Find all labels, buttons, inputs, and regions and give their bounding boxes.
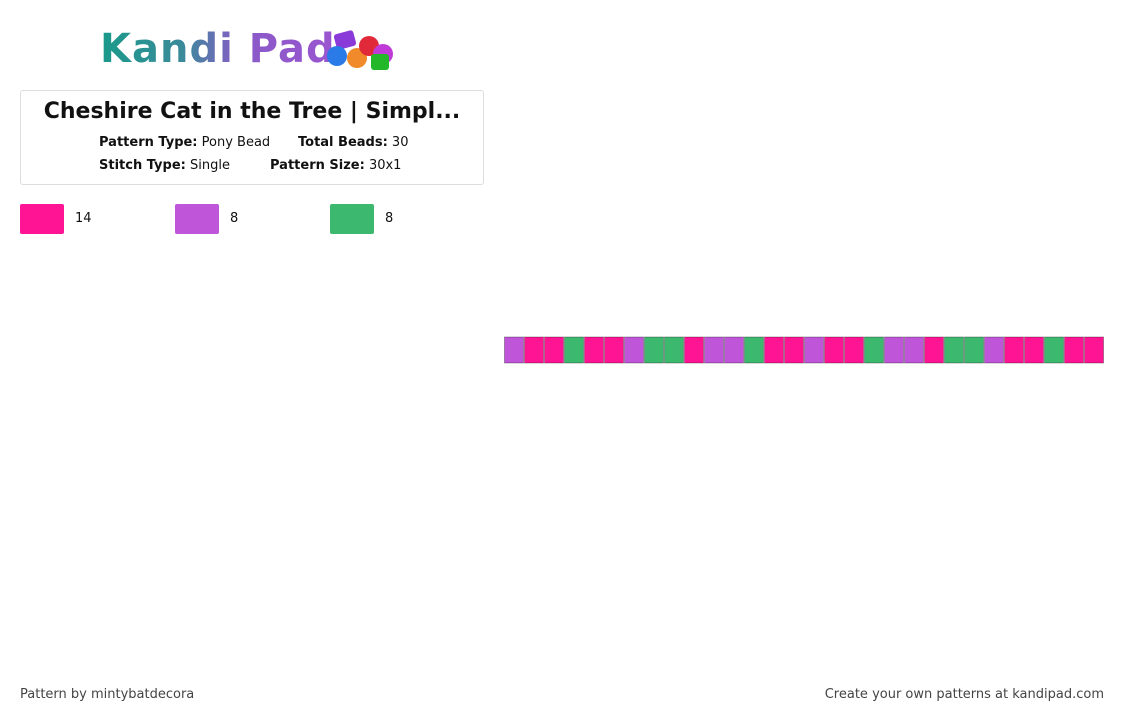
detail-label: Stitch Type:	[99, 158, 186, 173]
bead	[964, 336, 984, 364]
bead	[584, 336, 604, 364]
pattern-title: Cheshire Cat in the Tree | Simpl...	[43, 99, 461, 124]
detail: Pattern Type: Pony Bead	[99, 135, 270, 150]
detail: Total Beads: 30	[298, 135, 408, 150]
credit: Pattern by mintybatdecora	[20, 687, 195, 702]
detail: Pattern Size: 30x1	[270, 158, 401, 173]
bead	[924, 336, 944, 364]
bead	[724, 336, 744, 364]
detail-label: Pattern Type:	[99, 135, 198, 150]
bead	[684, 336, 704, 364]
color-swatch	[175, 204, 219, 234]
color-swatch	[20, 204, 64, 234]
bead	[904, 336, 924, 364]
color-count: 14	[75, 211, 92, 226]
bead	[1084, 336, 1104, 364]
bead	[1024, 336, 1044, 364]
bead	[744, 336, 764, 364]
detail-value: Pony Bead	[201, 135, 271, 150]
bead	[604, 336, 624, 364]
bead	[564, 336, 584, 364]
logo-icon	[327, 30, 393, 70]
bead	[504, 336, 524, 364]
detail-label: Pattern Size:	[270, 158, 365, 173]
bead	[784, 336, 804, 364]
bead	[1044, 336, 1064, 364]
bead	[944, 336, 964, 364]
bead-strip	[504, 336, 1104, 364]
bead	[884, 336, 904, 364]
promo: Create your own patterns at kandipad.com	[824, 687, 1104, 702]
info-card: Cheshire Cat in the Tree | Simpl... Patt…	[20, 90, 484, 185]
bead	[664, 336, 684, 364]
color-count: 8	[230, 211, 239, 226]
bead	[844, 336, 864, 364]
bead	[824, 336, 844, 364]
bead	[804, 336, 824, 364]
logo-text: Kandi Pad	[100, 26, 336, 72]
bead	[544, 336, 564, 364]
bead	[764, 336, 784, 364]
color-swatch	[330, 204, 374, 234]
detail-value: 30	[391, 135, 409, 150]
detail-value: Single	[190, 158, 230, 173]
bead	[984, 336, 1004, 364]
bead	[704, 336, 724, 364]
bead	[624, 336, 644, 364]
detail-label: Total Beads:	[298, 135, 388, 150]
color-count: 8	[385, 211, 394, 226]
detail: Stitch Type: Single	[99, 158, 230, 173]
bead	[644, 336, 664, 364]
bead	[1064, 336, 1084, 364]
detail-value: 30x1	[368, 158, 402, 173]
bead	[1004, 336, 1024, 364]
bead	[864, 336, 884, 364]
bead	[524, 336, 544, 364]
